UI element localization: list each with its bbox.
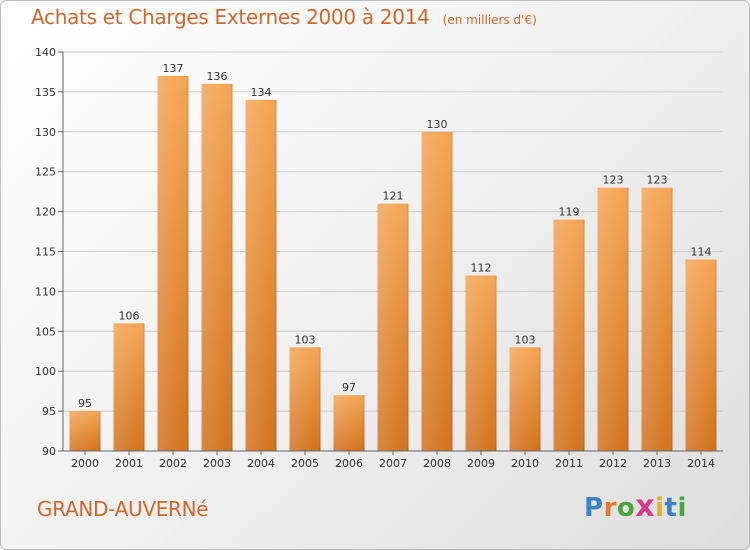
x-tick-label: 2013 [643, 457, 671, 470]
bar-shade [157, 75, 189, 451]
data-label: 103 [515, 333, 536, 346]
data-label: 123 [647, 174, 668, 187]
x-tick-label: 2009 [467, 457, 495, 470]
x-tick-label: 2005 [291, 457, 319, 470]
data-label: 121 [383, 190, 404, 203]
bar-shade [421, 131, 453, 452]
data-label: 134 [251, 86, 272, 99]
x-tick-label: 2007 [379, 457, 407, 470]
chart-subtitle: (en milliers d'€) [442, 13, 537, 27]
bar-shade [465, 275, 497, 451]
logo-letter: t [664, 493, 678, 523]
bar-shade [553, 219, 585, 451]
y-tick-label: 95 [42, 405, 56, 418]
y-tick-label: 110 [35, 285, 56, 298]
data-label: 136 [207, 70, 228, 83]
bar-shade [641, 187, 673, 451]
data-label: 114 [691, 245, 712, 258]
x-tick-label: 2010 [511, 457, 539, 470]
y-tick-label: 140 [35, 46, 56, 59]
bar-shade [245, 99, 277, 451]
y-tick-label: 125 [35, 166, 56, 179]
logo-letter: i [677, 493, 687, 523]
y-tick-label: 105 [35, 325, 56, 338]
bar-shade [201, 83, 233, 452]
bar-shade [113, 323, 145, 451]
bar-shade [597, 187, 629, 451]
y-tick-label: 130 [35, 126, 56, 139]
bar-shade [685, 259, 717, 451]
x-tick-label: 2012 [599, 457, 627, 470]
logo-letter: x [635, 489, 656, 524]
bars [69, 75, 717, 452]
data-label: 106 [119, 309, 140, 322]
y-tick-label: 90 [42, 445, 56, 458]
data-label: 123 [603, 174, 624, 187]
x-tick-label: 2014 [687, 457, 715, 470]
axes: 90 95 100 105 110 115 120 125 130 135 140 2000 2001 2… [35, 46, 723, 470]
x-tick-label: 2004 [247, 457, 275, 470]
proxiti-logo: Proxiti [584, 489, 687, 524]
logo-letter: i [655, 493, 665, 523]
y-tick-label: 100 [35, 365, 56, 378]
y-tick-label: 120 [35, 206, 56, 219]
data-label: 95 [78, 397, 92, 410]
bar-shade [289, 347, 321, 451]
x-tick-label: 2000 [71, 457, 99, 470]
y-tick-label: 135 [35, 86, 56, 99]
logo-letter: r [603, 493, 617, 523]
bar-shade [509, 347, 541, 451]
bar-shade [333, 395, 365, 451]
chart-title-text: Achats et Charges Externes 2000 à 2014 [31, 5, 430, 29]
bar-shade [377, 203, 409, 451]
y-tick-label: 115 [35, 246, 56, 259]
commune-name: GRAND-AUVERNé [37, 497, 209, 521]
x-tick-label: 2003 [203, 457, 231, 470]
data-label: 97 [342, 381, 356, 394]
x-tick-label: 2002 [159, 457, 187, 470]
data-label: 137 [163, 62, 184, 75]
data-label: 112 [471, 261, 492, 274]
x-tick-label: 2006 [335, 457, 363, 470]
data-label: 130 [427, 118, 448, 131]
data-labels: 95 106 137 136 134 103 97 121 130 112 103 119 123 123… [78, 62, 712, 410]
x-tick-label: 2001 [115, 457, 143, 470]
x-tick-label: 2008 [423, 457, 451, 470]
bar-shade [69, 411, 101, 451]
chart-title: Achats et Charges Externes 2000 à 2014 (… [31, 5, 537, 29]
x-tick-label: 2011 [555, 457, 583, 470]
logo-letter: P [584, 493, 604, 523]
logo-letter: o [616, 493, 636, 523]
data-label: 119 [559, 206, 580, 219]
data-label: 103 [295, 333, 316, 346]
